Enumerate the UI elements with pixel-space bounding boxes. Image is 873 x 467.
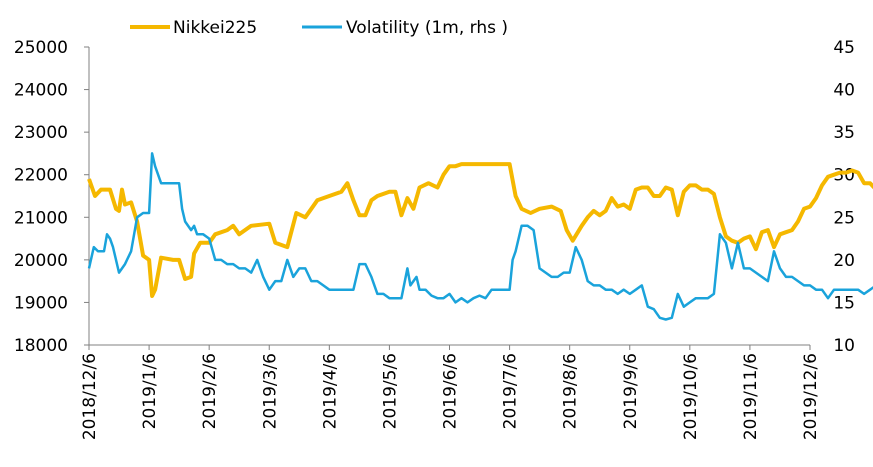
- y-left-tick-label: 20000: [14, 251, 68, 271]
- y-right-tick-label: 35: [833, 123, 855, 143]
- plot-area: [88, 47, 810, 346]
- x-tick-label: 2019/2/6: [200, 353, 220, 429]
- legend-label-volatility: Volatility (1m, rhs ): [346, 18, 508, 38]
- x-axis: 2018/12/6 2019/1/6 2019/2/6 2019/3/6 2019/4/…: [80, 345, 821, 440]
- series-layer: [87, 152, 873, 321]
- x-tick-label: 2019/6/6: [441, 353, 461, 429]
- x-tick-label: 2019/11/6: [741, 353, 761, 440]
- series-line-volatility: [87, 152, 873, 321]
- y-left-tick-label: 18000: [14, 336, 68, 356]
- x-tick-label: 2019/9/6: [621, 353, 641, 429]
- x-tick-label: 2019/12/6: [801, 353, 821, 440]
- x-tick-label: 2019/4/6: [320, 353, 340, 429]
- y-left-tick-label: 21000: [14, 208, 68, 228]
- x-tick-label: 2019/10/6: [681, 353, 701, 440]
- legend: Nikkei225 Volatility (1m, rhs ): [130, 18, 508, 38]
- y-right-tick-label: 45: [833, 38, 855, 58]
- x-tick-label: 2019/7/6: [501, 353, 521, 429]
- y-left-tick-label: 25000: [14, 38, 68, 58]
- x-tick-label: 2019/8/6: [561, 353, 581, 429]
- y-right-tick-label: 20: [833, 251, 855, 271]
- series-line-nikkei225: [87, 162, 873, 298]
- legend-label-nikkei: Nikkei225: [173, 18, 257, 38]
- y-right-tick-label: 40: [833, 81, 855, 101]
- y-right-tick-label: 15: [833, 293, 855, 313]
- y-left-tick-label: 22000: [14, 166, 68, 186]
- x-tick-label: 2019/3/6: [260, 353, 280, 429]
- x-tick-label: 2019/5/6: [380, 353, 400, 429]
- y-left-axis: 18000 19000 20000 21000 22000 23000 24000 25000: [14, 38, 89, 356]
- y-right-tick-label: 10: [833, 336, 855, 356]
- x-tick-label: 2019/1/6: [140, 353, 160, 429]
- x-tick-label: 2018/12/6: [80, 353, 100, 440]
- y-left-tick-label: 23000: [14, 123, 68, 143]
- y-right-tick-label: 25: [833, 208, 855, 228]
- y-left-tick-label: 24000: [14, 81, 68, 101]
- y-left-tick-label: 19000: [14, 293, 68, 313]
